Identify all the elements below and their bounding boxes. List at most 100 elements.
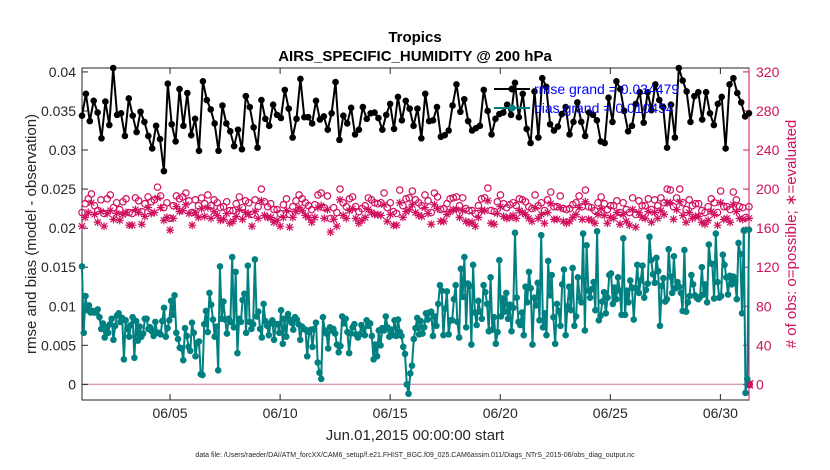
obs-evaluated-point	[106, 206, 115, 215]
bias-point	[546, 292, 554, 299]
bias-point	[593, 227, 601, 235]
bias-point	[677, 289, 685, 297]
rmse-point	[312, 97, 320, 105]
obs-evaluated-point	[430, 200, 439, 209]
rmse-point	[449, 102, 456, 109]
bias-point	[387, 326, 395, 333]
rmse-point	[464, 117, 472, 125]
bias-point	[635, 289, 643, 297]
bias-point	[523, 299, 531, 306]
bias-point	[399, 343, 407, 351]
obs-possible-point	[323, 192, 332, 200]
bias-point	[633, 261, 641, 269]
bias-point	[211, 333, 219, 341]
obs-evaluated-point	[282, 206, 291, 215]
obs-evaluated-point	[210, 207, 219, 216]
rmse-point	[156, 135, 164, 143]
bias-point	[431, 313, 439, 320]
rmse-point	[219, 102, 226, 109]
bias-point	[599, 298, 606, 305]
obs-evaluated-point	[553, 215, 562, 224]
obs-evaluated-point	[461, 217, 470, 226]
obs-evaluated-point	[581, 197, 590, 206]
rmse-point	[320, 113, 328, 120]
rmse-point	[410, 122, 417, 130]
rmse-point	[511, 79, 519, 87]
rmse-point	[488, 131, 495, 138]
obs-evaluated-point	[565, 217, 574, 226]
bias-point	[502, 289, 510, 297]
rmse-point	[277, 114, 285, 122]
bias-point	[265, 331, 273, 339]
bias-point	[665, 245, 672, 253]
obs-evaluated-point	[166, 226, 175, 235]
bias-point	[735, 239, 742, 247]
bias-point	[410, 335, 418, 343]
obs-evaluated-point	[427, 220, 436, 229]
bias-point	[406, 370, 414, 377]
bias-point	[181, 324, 189, 332]
obs-possible-point	[348, 193, 357, 201]
obs-evaluated-point	[512, 214, 521, 223]
obs-possible-point	[685, 196, 694, 204]
rmse-point	[324, 126, 332, 134]
rmse-point	[269, 101, 277, 109]
bias-point	[216, 263, 224, 270]
obs-evaluated-point	[392, 221, 401, 230]
obs-evaluated-point	[162, 213, 171, 222]
obs-evaluated-point	[383, 217, 392, 226]
obs-evaluated-point	[685, 208, 694, 217]
obs-evaluated-point	[232, 212, 241, 221]
obs-evaluated-point	[531, 203, 540, 212]
rmse-point	[636, 88, 644, 96]
y-tick-label: 0.005	[41, 337, 76, 353]
obs-possible-point	[581, 186, 590, 194]
bias-point	[214, 367, 222, 374]
bias-point	[132, 317, 140, 325]
obs-evaluated-point	[496, 202, 505, 211]
obs-possible-point	[408, 187, 417, 195]
bias-point	[532, 302, 540, 309]
rmse-point	[694, 88, 702, 96]
obs-evaluated-point	[616, 220, 625, 229]
bias-point	[167, 297, 175, 305]
bias-point	[558, 281, 566, 288]
obs-evaluated-point	[156, 203, 165, 212]
bias-point	[258, 334, 266, 341]
obs-evaluated-point	[490, 220, 499, 229]
bias-point	[583, 242, 590, 249]
rmse-point	[628, 122, 636, 130]
bias-point	[101, 334, 108, 341]
obs-possible-point	[484, 184, 492, 192]
obs-evaluated-point	[238, 215, 247, 224]
obs-evaluated-point	[254, 214, 263, 223]
bias-point	[640, 294, 648, 301]
obs-possible-point	[474, 201, 483, 210]
obs-evaluated-point	[373, 210, 382, 219]
bias-point	[206, 289, 213, 297]
obs-evaluated-point	[499, 212, 508, 221]
bias-point	[316, 369, 323, 376]
bias-point	[164, 324, 171, 332]
obs-evaluated-point	[716, 198, 725, 207]
rmse-point	[484, 107, 491, 115]
rmse-point	[250, 124, 257, 131]
obs-evaluated-point	[188, 221, 197, 230]
obs-possible-point	[675, 185, 684, 193]
bias-point	[469, 261, 477, 269]
bias-point	[183, 332, 191, 340]
obs-evaluated-point	[722, 214, 731, 223]
rmse-point	[203, 96, 211, 104]
obs-evaluated-point	[439, 217, 448, 226]
obs-evaluated-point	[442, 210, 451, 219]
obs-evaluated-point	[672, 205, 681, 214]
rmse-point	[577, 118, 585, 126]
bias-point	[289, 326, 297, 333]
obs-evaluated-point	[505, 213, 514, 222]
bias-point	[490, 313, 498, 321]
rmse-point	[429, 117, 437, 124]
obs-possible-point	[732, 196, 741, 204]
bias-point	[525, 268, 533, 276]
bias-point	[483, 300, 491, 308]
obs-possible-point	[222, 197, 231, 206]
